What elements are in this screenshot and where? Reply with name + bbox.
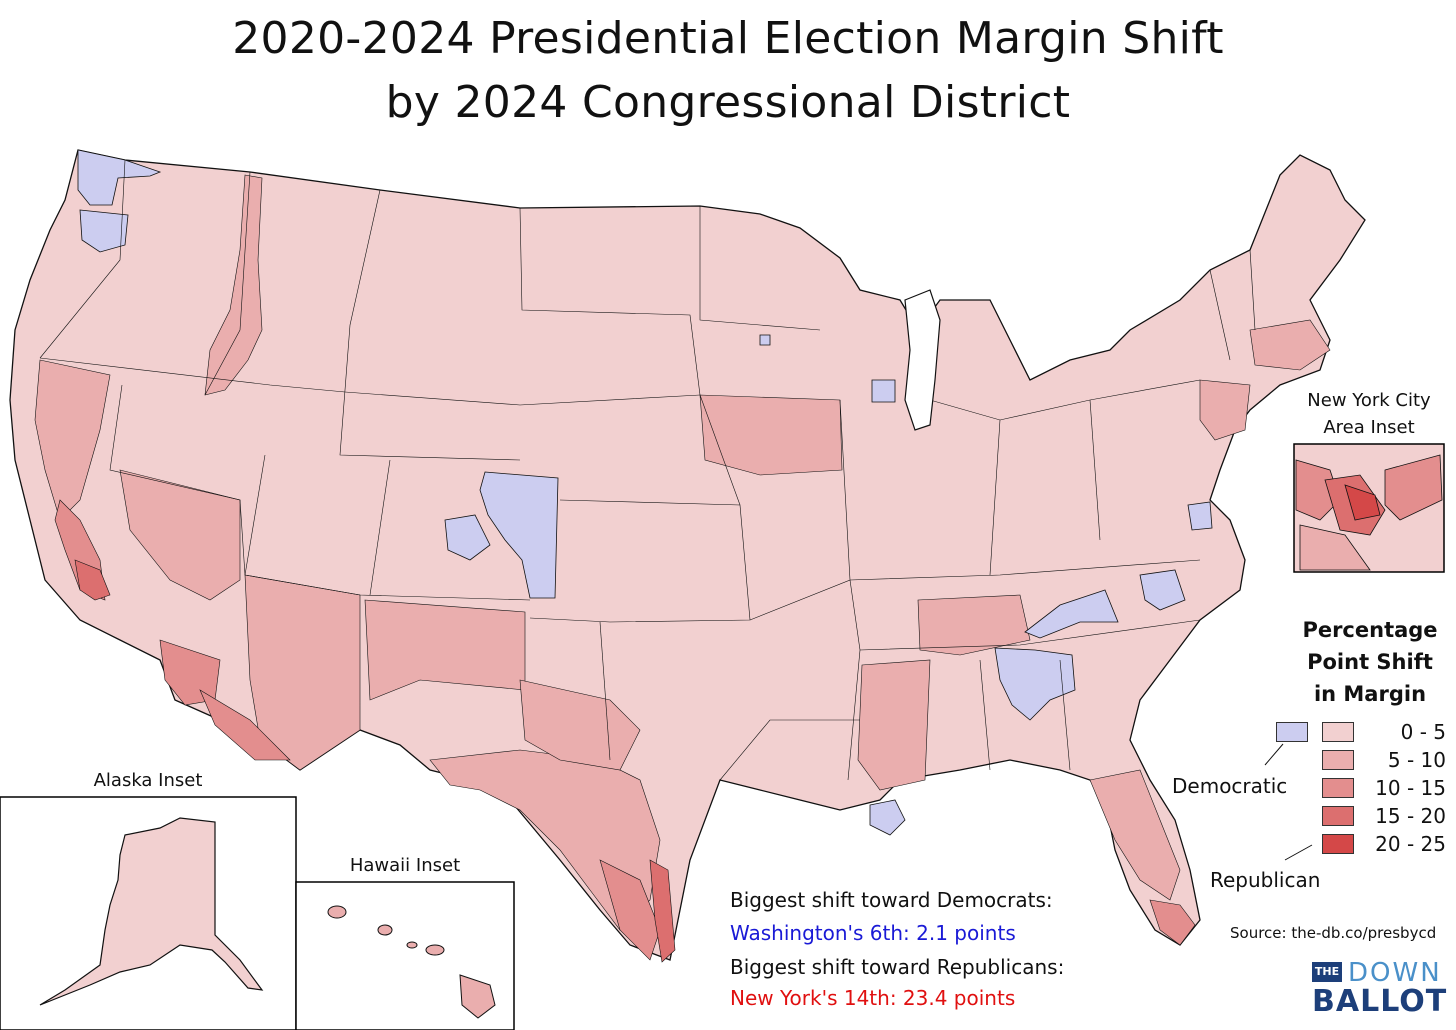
- legend-bin-label-4: 15 - 20: [1375, 804, 1446, 828]
- republican-shift-areas: [34, 174, 1331, 963]
- legend-democratic-label: Democratic: [1172, 774, 1288, 798]
- rep-shift-heading: Biggest shift toward Republicans:: [730, 955, 1065, 979]
- nyc-inset-districts: [1295, 454, 1443, 571]
- legend-bin-label-3: 10 - 15: [1375, 776, 1446, 800]
- legend-swatch-democratic: [1276, 722, 1308, 742]
- alaska-inset-label: Alaska Inset: [93, 770, 203, 791]
- legend-bin-label-2: 5 - 10: [1387, 748, 1446, 772]
- nyc-inset-label-line2: Area Inset: [1323, 417, 1415, 438]
- map-title-line2: by 2024 Congressional District: [385, 77, 1071, 128]
- dem-shift-heading: Biggest shift toward Democrats:: [730, 888, 1053, 912]
- district-boundaries: [39, 159, 1256, 781]
- source-note: Source: the-db.co/presbycd: [1230, 924, 1437, 942]
- lake-michigan: [904, 289, 941, 431]
- nyc-inset-label-line1: New York City: [1307, 390, 1431, 411]
- democratic-shift-areas: [77, 149, 1213, 836]
- logo-ballot: BALLOT: [1312, 984, 1448, 1019]
- logo-down: DOWN: [1348, 958, 1442, 988]
- legend-bin-label-5: 20 - 25: [1375, 832, 1446, 856]
- legend-swatch-bin-4: [1322, 806, 1354, 826]
- legend-swatch-bin-5: [1322, 834, 1354, 854]
- legend-swatch-bin-1: [1322, 722, 1354, 742]
- legend-republican-label: Republican: [1210, 868, 1321, 892]
- legend-swatch-bin-2: [1322, 750, 1354, 770]
- legend-swatch-bin-3: [1322, 778, 1354, 798]
- legend-title: Percentage Point Shift in Margin: [1302, 618, 1438, 706]
- logo-the: THE: [1312, 962, 1342, 982]
- legend-bin-label-1: 0 - 5: [1400, 720, 1446, 744]
- rep-shift-value: New York's 14th: 23.4 points: [730, 986, 1016, 1010]
- map-title-line1: 2020-2024 Presidential Election Margin S…: [232, 13, 1224, 64]
- hawaii-islands: [327, 905, 496, 1019]
- alaska-shape: [39, 817, 264, 1006]
- hawaii-inset-label: Hawaii Inset: [349, 855, 461, 876]
- dem-shift-value: Washington's 6th: 2.1 points: [730, 921, 1016, 945]
